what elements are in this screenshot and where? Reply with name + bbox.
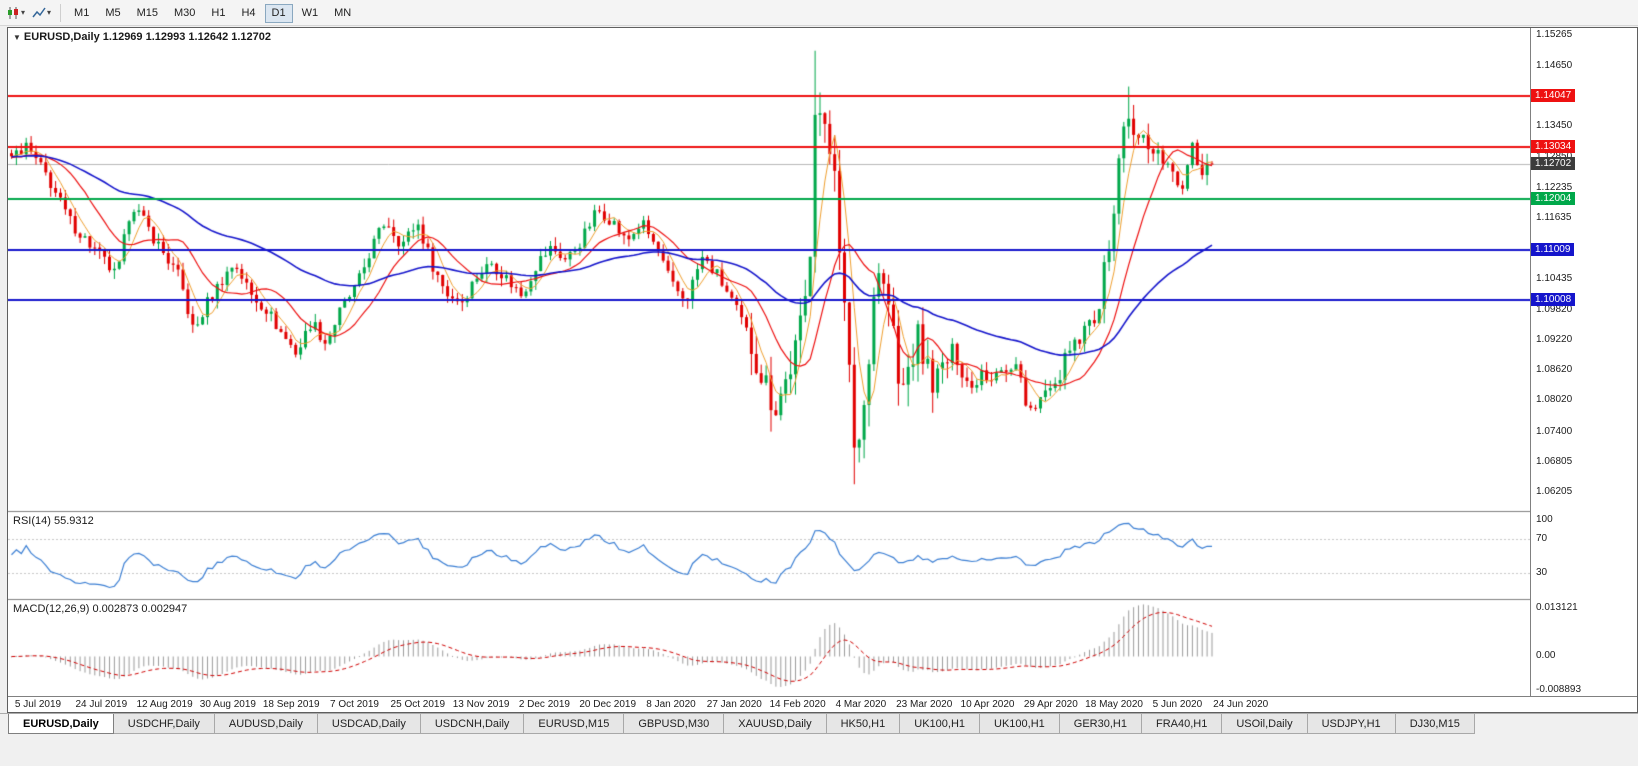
- price-tick-label: 1.06205: [1536, 486, 1573, 498]
- date-label: 5 Jun 2020: [1152, 699, 1203, 710]
- price-tick-label: 0.00: [1536, 650, 1556, 662]
- price-line-badge: 1.14047: [1531, 89, 1576, 103]
- chart-tab-XAUUSD-Daily[interactable]: XAUUSD,Daily: [723, 714, 827, 734]
- macd-indicator-label: MACD(12,26,9) 0.002873 0.002947: [13, 603, 188, 615]
- caret-down-icon: ▾: [47, 7, 52, 17]
- chart-tab-USDJPY-H1[interactable]: USDJPY,H1: [1306, 714, 1396, 734]
- date-axis[interactable]: 5 Jul 2019 24 Jul 2019 12 Aug 2019 30 Aug 2…: [8, 696, 1637, 712]
- chart-tab-UK100-H1[interactable]: UK100,H1: [979, 714, 1060, 734]
- chart-tab-DJ30-M15[interactable]: DJ30,M15: [1394, 714, 1475, 734]
- price-tick-label: 1.15265: [1536, 28, 1573, 40]
- date-label: 14 Feb 2020: [769, 699, 826, 710]
- price-tick-label: 1.09820: [1536, 303, 1573, 315]
- timeframe-button-M1[interactable]: M1: [67, 4, 96, 23]
- timeframe-button-group: M1 M5 M15 M30 H1 H4 D1 W1 MN: [66, 3, 359, 23]
- timeframe-button-D1[interactable]: D1: [264, 3, 293, 23]
- timeframe-button-M5[interactable]: M5: [98, 4, 127, 23]
- chart-tab-bar: EURUSD,Daily USDCHF,Daily AUDUSD,Daily USDC…: [0, 713, 1638, 739]
- price-tick-label: 30: [1536, 566, 1548, 578]
- candlestick-chart-button[interactable]: ▾: [3, 3, 28, 23]
- date-label: 4 Mar 2020: [835, 699, 887, 710]
- date-label: 18 May 2020: [1085, 699, 1143, 710]
- chart-ohlc-values: 1.12969 1.12993 1.12642 1.12702: [102, 31, 271, 43]
- price-tick-label: 1.08020: [1536, 394, 1573, 406]
- date-label: 7 Oct 2019: [330, 699, 379, 710]
- chart-tab-HK50-H1[interactable]: HK50,H1: [825, 714, 901, 734]
- date-label: 5 Jul 2019: [14, 699, 62, 710]
- date-label: 18 Sep 2019: [262, 699, 320, 710]
- chart-tab-USDCNH-Daily[interactable]: USDCNH,Daily: [419, 714, 525, 734]
- date-label: 24 Jul 2019: [75, 699, 128, 710]
- price-line-badge: 1.11009: [1531, 242, 1575, 256]
- price-tick-label: 1.06805: [1536, 455, 1573, 467]
- chart-symbol-label: EURUSD,Daily: [23, 31, 100, 43]
- price-tick-label: 100: [1536, 514, 1553, 525]
- chart-tab-AUDUSD-Daily[interactable]: AUDUSD,Daily: [213, 714, 318, 734]
- chart-tab-GER30-H1[interactable]: GER30,H1: [1058, 714, 1142, 734]
- date-label: 29 Apr 2020: [1023, 699, 1078, 710]
- date-label: 24 Jun 2020: [1213, 699, 1269, 710]
- caret-down-icon: ▾: [21, 7, 26, 17]
- price-tick-label: 1.12235: [1536, 181, 1573, 193]
- date-label: 2 Dec 2019: [518, 699, 570, 710]
- date-label: 12 Aug 2019: [136, 699, 193, 710]
- timeframe-button-H1[interactable]: H1: [204, 4, 232, 23]
- rsi-indicator-label: RSI(14) 55.9312: [13, 515, 94, 527]
- collapse-icon[interactable]: ▼: [13, 33, 21, 42]
- price-tick-label: 1.14650: [1536, 59, 1573, 71]
- date-label: 13 Nov 2019: [452, 699, 510, 710]
- chart-tab-UK100-H1[interactable]: UK100,H1: [899, 714, 981, 734]
- date-label: 25 Oct 2019: [390, 699, 446, 710]
- chart-tab-GBPUSD-M30[interactable]: GBPUSD,M30: [623, 714, 725, 734]
- price-tick-label: 1.09220: [1536, 333, 1573, 345]
- price-line-badge: 1.13034: [1531, 140, 1576, 154]
- date-label: 30 Aug 2019: [199, 699, 256, 710]
- timeframe-button-W1[interactable]: W1: [295, 4, 326, 23]
- chart-window: ▼ EURUSD,Daily 1.12969 1.12993 1.12642 1.…: [7, 27, 1638, 713]
- price-tick-label: 1.11635: [1536, 212, 1572, 224]
- line-chart-icon: [32, 7, 46, 17]
- chart-tab-EURUSD-M15[interactable]: EURUSD,M15: [523, 714, 625, 734]
- price-line-badge: 1.12004: [1531, 192, 1576, 206]
- price-tick-label: 1.08620: [1536, 364, 1573, 376]
- price-tick-label: 1.10435: [1536, 272, 1573, 284]
- price-axis[interactable]: 1.15265 1.14650 1.13450 1.12850 1.12235 1.116…: [1530, 28, 1637, 696]
- price-chart-canvas[interactable]: [8, 28, 1530, 696]
- price-tick-label: 1.07400: [1536, 425, 1573, 437]
- chart-tab-USDCHF-Daily[interactable]: USDCHF,Daily: [112, 714, 215, 734]
- date-label: 23 Mar 2020: [896, 699, 953, 710]
- date-label: 10 Apr 2020: [960, 699, 1015, 710]
- macd-pane-splitter[interactable]: [8, 597, 1530, 601]
- date-label: 20 Dec 2019: [579, 699, 637, 710]
- date-label: 8 Jan 2020: [646, 699, 696, 710]
- price-line-badge: 1.12702: [1531, 157, 1576, 171]
- toolbar-separator: [60, 3, 62, 22]
- timeframe-button-M15[interactable]: M15: [130, 4, 165, 23]
- chart-tab-USDCAD-Daily[interactable]: USDCAD,Daily: [316, 714, 421, 734]
- toolbar: ▾ ▾ M1 M5 M15 M30 H1 H4 D1 W1 MN: [0, 0, 1638, 26]
- price-line-badge: 1.10008: [1531, 293, 1576, 307]
- timeframe-button-H4[interactable]: H4: [234, 4, 262, 23]
- date-label: 27 Jan 2020: [706, 699, 762, 710]
- rsi-pane-splitter[interactable]: [8, 509, 1530, 513]
- line-chart-button[interactable]: ▾: [29, 3, 54, 23]
- chart-tab-FRA40-H1[interactable]: FRA40,H1: [1140, 714, 1223, 734]
- price-tick-label: -0.008893: [1536, 684, 1582, 695]
- price-tick-label: 1.12850: [1536, 151, 1572, 162]
- timeframe-button-M30[interactable]: M30: [167, 4, 202, 23]
- chart-title: ▼ EURUSD,Daily 1.12969 1.12993 1.12642 1.…: [13, 31, 271, 43]
- candlestick-chart-icon: [8, 6, 18, 19]
- chart-tab-USOil-Daily[interactable]: USOil,Daily: [1221, 714, 1308, 734]
- price-tick-label: 0.013121: [1536, 602, 1578, 613]
- timeframe-button-MN[interactable]: MN: [327, 4, 358, 23]
- price-tick-label: 70: [1536, 532, 1548, 544]
- chart-tab-EURUSD-Daily[interactable]: EURUSD,Daily: [8, 714, 114, 734]
- price-tick-label: 1.13450: [1536, 120, 1573, 132]
